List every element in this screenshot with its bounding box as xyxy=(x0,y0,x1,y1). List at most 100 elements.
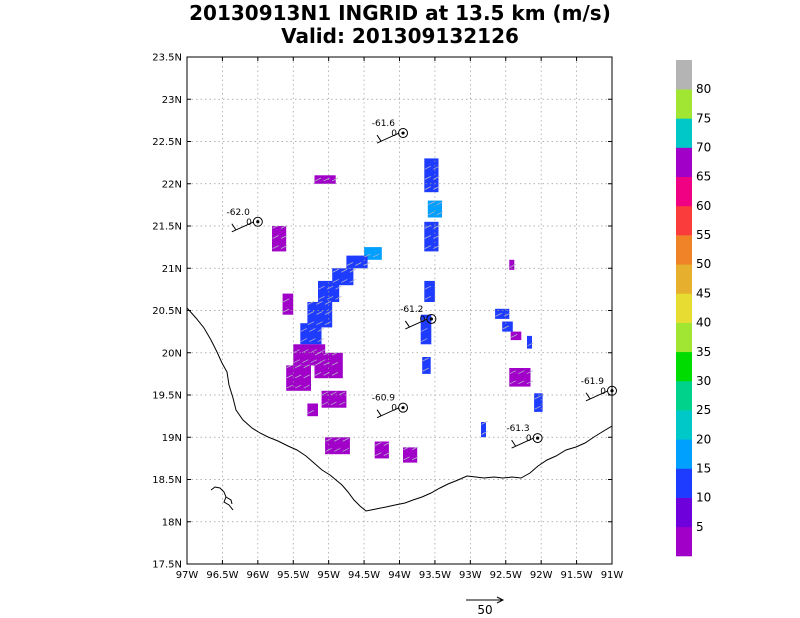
wind-vector-4 xyxy=(272,235,279,239)
wind-vector-94 xyxy=(421,338,428,342)
wind-vector-1 xyxy=(323,177,330,182)
station-barb-2 xyxy=(405,318,428,330)
wind-vector-3 xyxy=(272,245,279,249)
x-tick-label-1: 96.5W xyxy=(206,570,238,581)
wind-vector-41 xyxy=(335,285,342,290)
wind-vector-5 xyxy=(272,224,279,229)
y-tick-label-5: 20N xyxy=(162,348,182,359)
wind-cell-19 xyxy=(422,357,431,374)
wind-vector-71 xyxy=(295,374,302,379)
wind-vector-113 xyxy=(481,431,488,435)
x-tick-label-10: 92W xyxy=(530,570,553,581)
wind-vector-10 xyxy=(424,175,432,180)
y-tick-label-11: 23N xyxy=(162,95,182,106)
colorbar-label-8: 45 xyxy=(696,286,711,300)
wind-cell-13 xyxy=(286,365,311,391)
x-axis: 97W 96.5W 96W 95.5W 95W 94.5W 94W 93.5W 93W 92.5W… xyxy=(176,57,623,581)
station-0: -61.60 xyxy=(372,119,409,144)
wind-vector-111 xyxy=(534,405,541,410)
station-count-0: 0 xyxy=(391,129,397,139)
wind-vector-28 xyxy=(355,262,362,266)
wind-vector-47 xyxy=(316,301,323,305)
x-tick-label-7: 93.5W xyxy=(419,570,451,581)
colorbar-swatch-15 xyxy=(676,89,692,119)
colorbar-label-3: 20 xyxy=(696,432,711,446)
wind-vector-89 xyxy=(338,401,346,406)
wind-vector-104 xyxy=(509,263,517,268)
colorbar-swatch-2 xyxy=(676,468,692,498)
colorbar-swatch-7 xyxy=(676,322,692,353)
y-tick-label-0: 17.5N xyxy=(152,560,182,571)
coastline xyxy=(187,307,612,512)
wind-cell-1 xyxy=(272,226,287,252)
y-tick-label-3: 19N xyxy=(162,433,182,444)
station-barb-5 xyxy=(585,390,609,402)
station-barb-3 xyxy=(376,407,400,419)
wind-vector-40 xyxy=(335,295,342,300)
wind-vector-100 xyxy=(503,312,511,317)
y-axis: 17.5N 18N 18.5N 19N 19.5N 20N 20.5N 21N 21.5N 22N… xyxy=(152,53,612,571)
station-value-4: -61.3 xyxy=(506,424,529,434)
coastline-lake-arm xyxy=(225,496,233,505)
wind-vector-58 xyxy=(282,298,290,303)
colorbar: 5 10 15 20 25 30 35 40 45 50 55 60 65 70 75 80 xyxy=(676,60,711,557)
wind-vector-13 xyxy=(433,175,440,180)
wind-vector-18 xyxy=(436,201,444,206)
wind-cell-11 xyxy=(282,293,294,315)
wind-vector-67 xyxy=(286,384,293,389)
station-barb-flag-0 xyxy=(376,134,382,142)
wind-vector-24 xyxy=(433,224,440,229)
wind-vector-118 xyxy=(333,437,341,442)
chart-title: 20130913N1 INGRID at 13.5 km (m/s) Valid… xyxy=(0,2,800,48)
wind-vector-109 xyxy=(526,380,534,385)
wind-vectors xyxy=(272,165,541,461)
colorbar-label-0: 5 xyxy=(696,520,704,534)
x-tick-label-4: 95W xyxy=(317,570,340,581)
wind-vector-72 xyxy=(295,364,302,369)
wind-cell-17 xyxy=(424,280,435,302)
wind-vector-35 xyxy=(349,268,356,273)
colorbar-swatch-11 xyxy=(676,205,692,236)
wind-vector-36 xyxy=(318,295,325,300)
y-tick-label-8: 21.5N xyxy=(152,222,182,233)
wind-vector-69 xyxy=(286,364,293,369)
wind-vector-53 xyxy=(309,338,316,342)
wind-vector-51 xyxy=(300,338,308,342)
wind-vector-85 xyxy=(321,401,329,406)
station-dot-1 xyxy=(256,220,260,224)
wind-vector-0 xyxy=(314,177,322,182)
station-barb-1 xyxy=(231,221,255,233)
wind-vector-34 xyxy=(349,279,356,283)
station-barb-flag-2 xyxy=(404,320,410,328)
colorbar-swatch-6 xyxy=(676,351,692,382)
wind-vector-87 xyxy=(330,401,337,406)
station-value-3: -60.9 xyxy=(372,394,396,404)
wind-vector-62 xyxy=(302,349,309,353)
colorbar-label-12: 65 xyxy=(696,170,711,184)
wind-cell-0 xyxy=(314,175,336,184)
wind-cell-26 xyxy=(534,393,543,412)
wind-vector-17 xyxy=(436,211,444,216)
wind-cell-30 xyxy=(403,447,418,463)
y-tick-label-2: 18.5N xyxy=(152,475,182,486)
wind-vector-128 xyxy=(411,446,419,451)
station-dot-3 xyxy=(401,406,405,410)
station-3: -60.90 xyxy=(372,394,409,419)
wind-vector-30 xyxy=(332,279,339,283)
colorbar-swatch-1 xyxy=(676,497,692,528)
station-5: -61.90 xyxy=(581,377,617,402)
wind-vector-45 xyxy=(316,321,323,326)
wind-vector-27 xyxy=(346,262,354,266)
station-count-2: 0 xyxy=(420,315,426,325)
wind-vector-37 xyxy=(318,285,325,290)
wind-cell-22 xyxy=(510,331,522,341)
x-tick-label-11: 91.5W xyxy=(561,570,593,581)
station-dot-0 xyxy=(401,131,405,135)
title-line-1: 20130913N1 INGRID at 13.5 km (m/s) xyxy=(189,1,611,25)
wind-vector-81 xyxy=(323,351,330,356)
wind-cell-25 xyxy=(509,368,531,387)
wind-vector-120 xyxy=(342,437,349,442)
wind-cell-23 xyxy=(527,335,532,349)
station-count-1: 0 xyxy=(246,218,252,228)
colorbar-swatch-0 xyxy=(676,526,692,557)
